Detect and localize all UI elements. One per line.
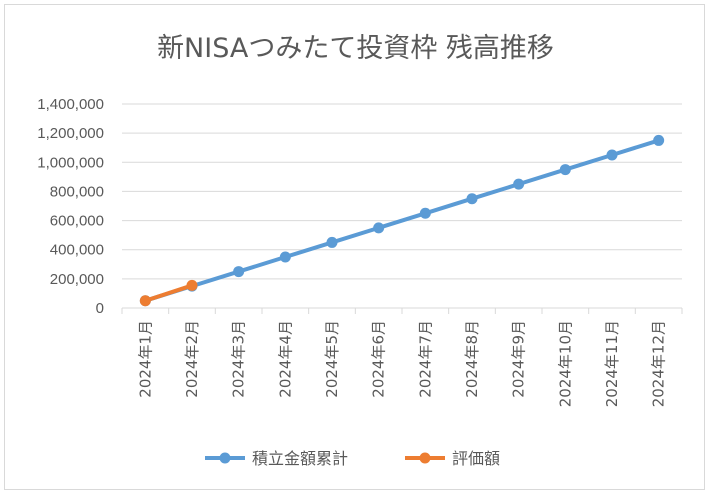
data-point bbox=[559, 164, 571, 176]
y-tick-label: 1,400,000 bbox=[37, 96, 104, 113]
series-group bbox=[139, 134, 665, 307]
legend-label: 積立金額累計 bbox=[252, 449, 348, 468]
data-point bbox=[373, 222, 385, 234]
legend-marker bbox=[419, 452, 431, 464]
data-point bbox=[279, 251, 291, 263]
x-tick-label: 2024年11月 bbox=[603, 320, 621, 407]
x-tick-label: 2024年5月 bbox=[323, 320, 341, 398]
x-tick-label: 2024年4月 bbox=[276, 320, 294, 398]
data-point bbox=[513, 178, 525, 190]
y-tick-label: 1,000,000 bbox=[37, 154, 104, 171]
x-axis-ticks: 2024年1月 2024年2月 2024年3月 2024年4月 2024年5月 2024年… bbox=[136, 320, 667, 407]
legend-marker bbox=[219, 452, 231, 464]
y-tick-label: 600,000 bbox=[50, 213, 104, 230]
x-axis bbox=[121, 307, 683, 314]
x-tick-label: 2024年3月 bbox=[230, 320, 248, 398]
y-tick-label: 800,000 bbox=[50, 183, 104, 200]
chart-title: 新NISAつみたて投資枠 残高推移 bbox=[157, 33, 554, 64]
x-tick-label: 2024年12月 bbox=[650, 320, 668, 407]
x-tick-label: 2024年7月 bbox=[416, 320, 434, 398]
data-point bbox=[419, 207, 431, 219]
data-point bbox=[233, 266, 245, 278]
legend: 積立金額累計 評価額 bbox=[205, 449, 500, 468]
y-tick-label: 0 bbox=[96, 300, 104, 317]
x-tick-label: 2024年9月 bbox=[510, 320, 528, 398]
series-line bbox=[143, 138, 661, 303]
y-tick-label: 1,200,000 bbox=[37, 125, 104, 142]
series-line bbox=[143, 283, 194, 303]
y-axis-ticks: 0 200,000 400,000 600,000 800,000 1,000,000 1,… bbox=[37, 96, 104, 317]
y-tick-label: 400,000 bbox=[50, 242, 104, 259]
data-point bbox=[466, 193, 478, 205]
data-point bbox=[186, 279, 198, 291]
x-tick-label: 2024年10月 bbox=[556, 320, 574, 407]
data-point bbox=[326, 236, 338, 248]
y-tick-label: 200,000 bbox=[50, 271, 104, 288]
data-point bbox=[653, 134, 665, 146]
data-point bbox=[139, 295, 151, 307]
x-tick-label: 2024年2月 bbox=[183, 320, 201, 398]
legend-label: 評価額 bbox=[452, 449, 500, 468]
chart-frame bbox=[4, 4, 705, 490]
x-tick-label: 2024年1月 bbox=[136, 320, 154, 398]
x-tick-label: 2024年8月 bbox=[463, 320, 481, 398]
data-point bbox=[606, 149, 618, 161]
x-tick-label: 2024年6月 bbox=[370, 320, 388, 398]
gridlines bbox=[122, 103, 682, 280]
